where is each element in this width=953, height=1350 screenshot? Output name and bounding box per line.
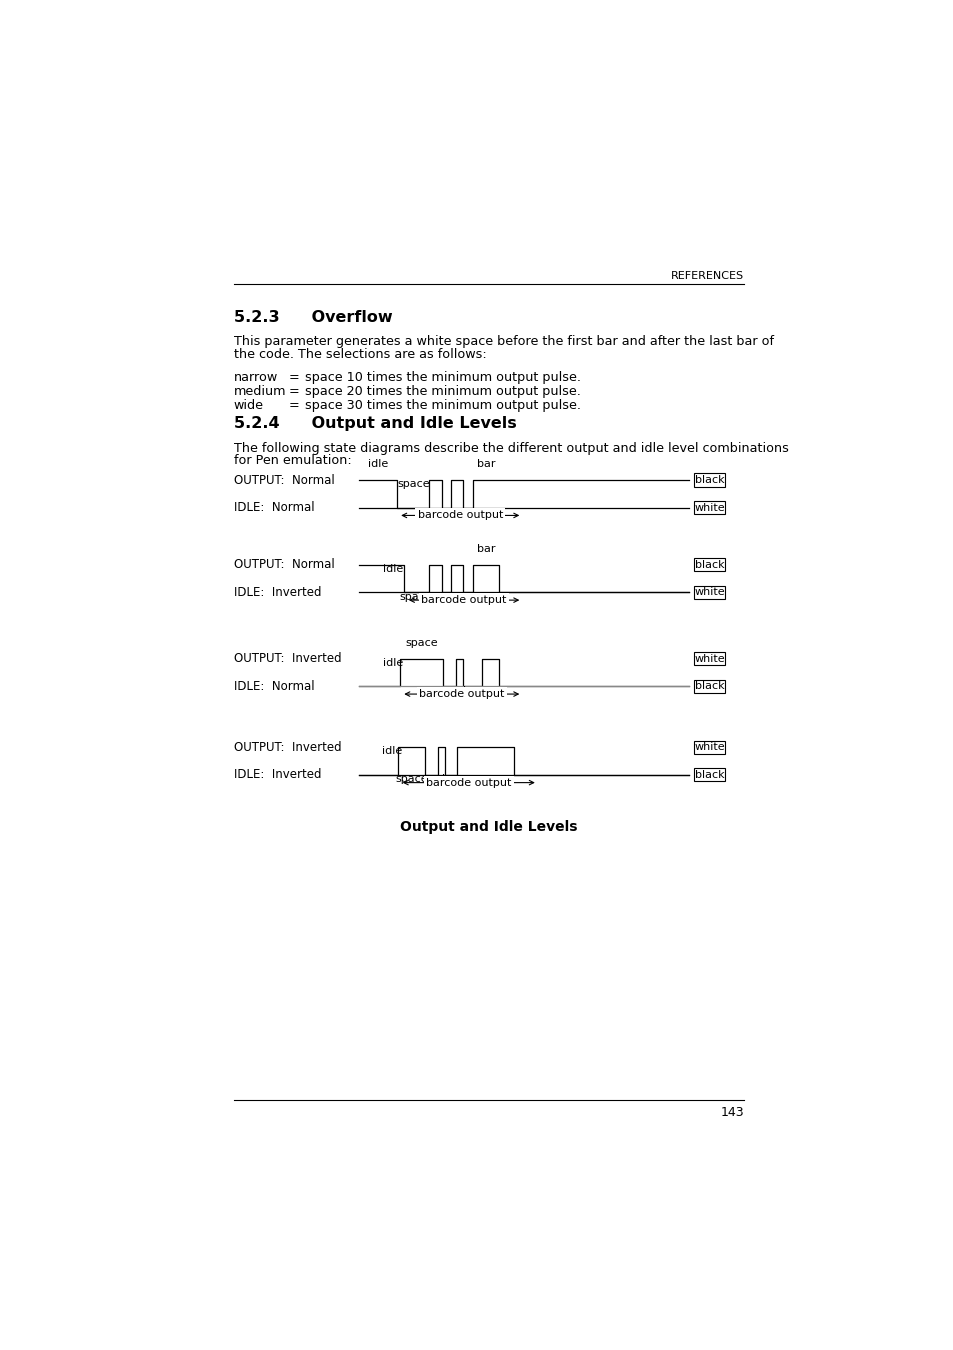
Bar: [694, 558, 724, 571]
Text: IDLE:  Inverted: IDLE: Inverted: [233, 586, 321, 599]
Text: Output and Idle Levels: Output and Idle Levels: [399, 821, 578, 834]
Text: white: white: [694, 743, 724, 752]
Text: REFERENCES: REFERENCES: [670, 271, 743, 281]
Text: wide: wide: [233, 400, 264, 412]
Text: for Pen emulation:: for Pen emulation:: [233, 454, 352, 467]
Text: =: =: [288, 400, 298, 412]
Text: barcode output: barcode output: [421, 595, 506, 605]
Text: black: black: [694, 560, 724, 570]
Text: IDLE:  Normal: IDLE: Normal: [233, 501, 314, 514]
Text: OUTPUT:  Inverted: OUTPUT: Inverted: [233, 652, 341, 666]
Text: space 20 times the minimum output pulse.: space 20 times the minimum output pulse.: [305, 385, 580, 398]
Text: OUTPUT:  Inverted: OUTPUT: Inverted: [233, 741, 341, 753]
Text: space: space: [398, 591, 431, 602]
Text: OUTPUT:  Normal: OUTPUT: Normal: [233, 474, 335, 486]
Text: black: black: [694, 682, 724, 691]
Text: idle: idle: [368, 459, 388, 470]
Text: barcode output: barcode output: [418, 688, 504, 699]
Text: bar: bar: [476, 459, 495, 470]
Text: IDLE:  Normal: IDLE: Normal: [233, 680, 314, 693]
Text: idle: idle: [381, 747, 402, 756]
Text: barcode output: barcode output: [426, 778, 511, 787]
Text: bar: bar: [441, 774, 459, 784]
Text: =: =: [288, 371, 298, 385]
Text: 5.2.3  Overflow: 5.2.3 Overflow: [233, 310, 393, 325]
Text: black: black: [694, 475, 724, 485]
Bar: [694, 741, 724, 753]
Text: narrow: narrow: [233, 371, 278, 385]
Text: IDLE:  Inverted: IDLE: Inverted: [233, 768, 321, 782]
Text: black: black: [694, 769, 724, 780]
Text: space 10 times the minimum output pulse.: space 10 times the minimum output pulse.: [305, 371, 580, 385]
Bar: [694, 652, 724, 666]
Text: barcode output: barcode output: [417, 510, 502, 521]
Text: 143: 143: [720, 1106, 743, 1119]
Text: white: white: [694, 502, 724, 513]
Text: white: white: [694, 653, 724, 664]
Text: idle: idle: [383, 657, 403, 668]
Text: the code. The selections are as follows:: the code. The selections are as follows:: [233, 347, 486, 360]
Text: This parameter generates a white space before the first bar and after the last b: This parameter generates a white space b…: [233, 335, 773, 348]
Text: space: space: [395, 774, 427, 784]
Text: space: space: [405, 637, 437, 648]
Text: OUTPUT:  Normal: OUTPUT: Normal: [233, 558, 335, 571]
Bar: [694, 474, 724, 486]
Text: space: space: [397, 479, 430, 489]
Text: white: white: [694, 587, 724, 598]
Text: bar: bar: [463, 686, 481, 695]
Bar: [694, 768, 724, 782]
Text: medium: medium: [233, 385, 286, 398]
Text: space 30 times the minimum output pulse.: space 30 times the minimum output pulse.: [305, 400, 580, 412]
Text: The following state diagrams describe the different output and idle level combin: The following state diagrams describe th…: [233, 441, 788, 455]
Text: idle: idle: [382, 564, 402, 574]
Bar: [694, 586, 724, 599]
Text: =: =: [288, 385, 298, 398]
Bar: [694, 680, 724, 693]
Bar: [694, 501, 724, 514]
Text: bar: bar: [476, 544, 495, 554]
Text: 5.2.4  Output and Idle Levels: 5.2.4 Output and Idle Levels: [233, 416, 517, 431]
